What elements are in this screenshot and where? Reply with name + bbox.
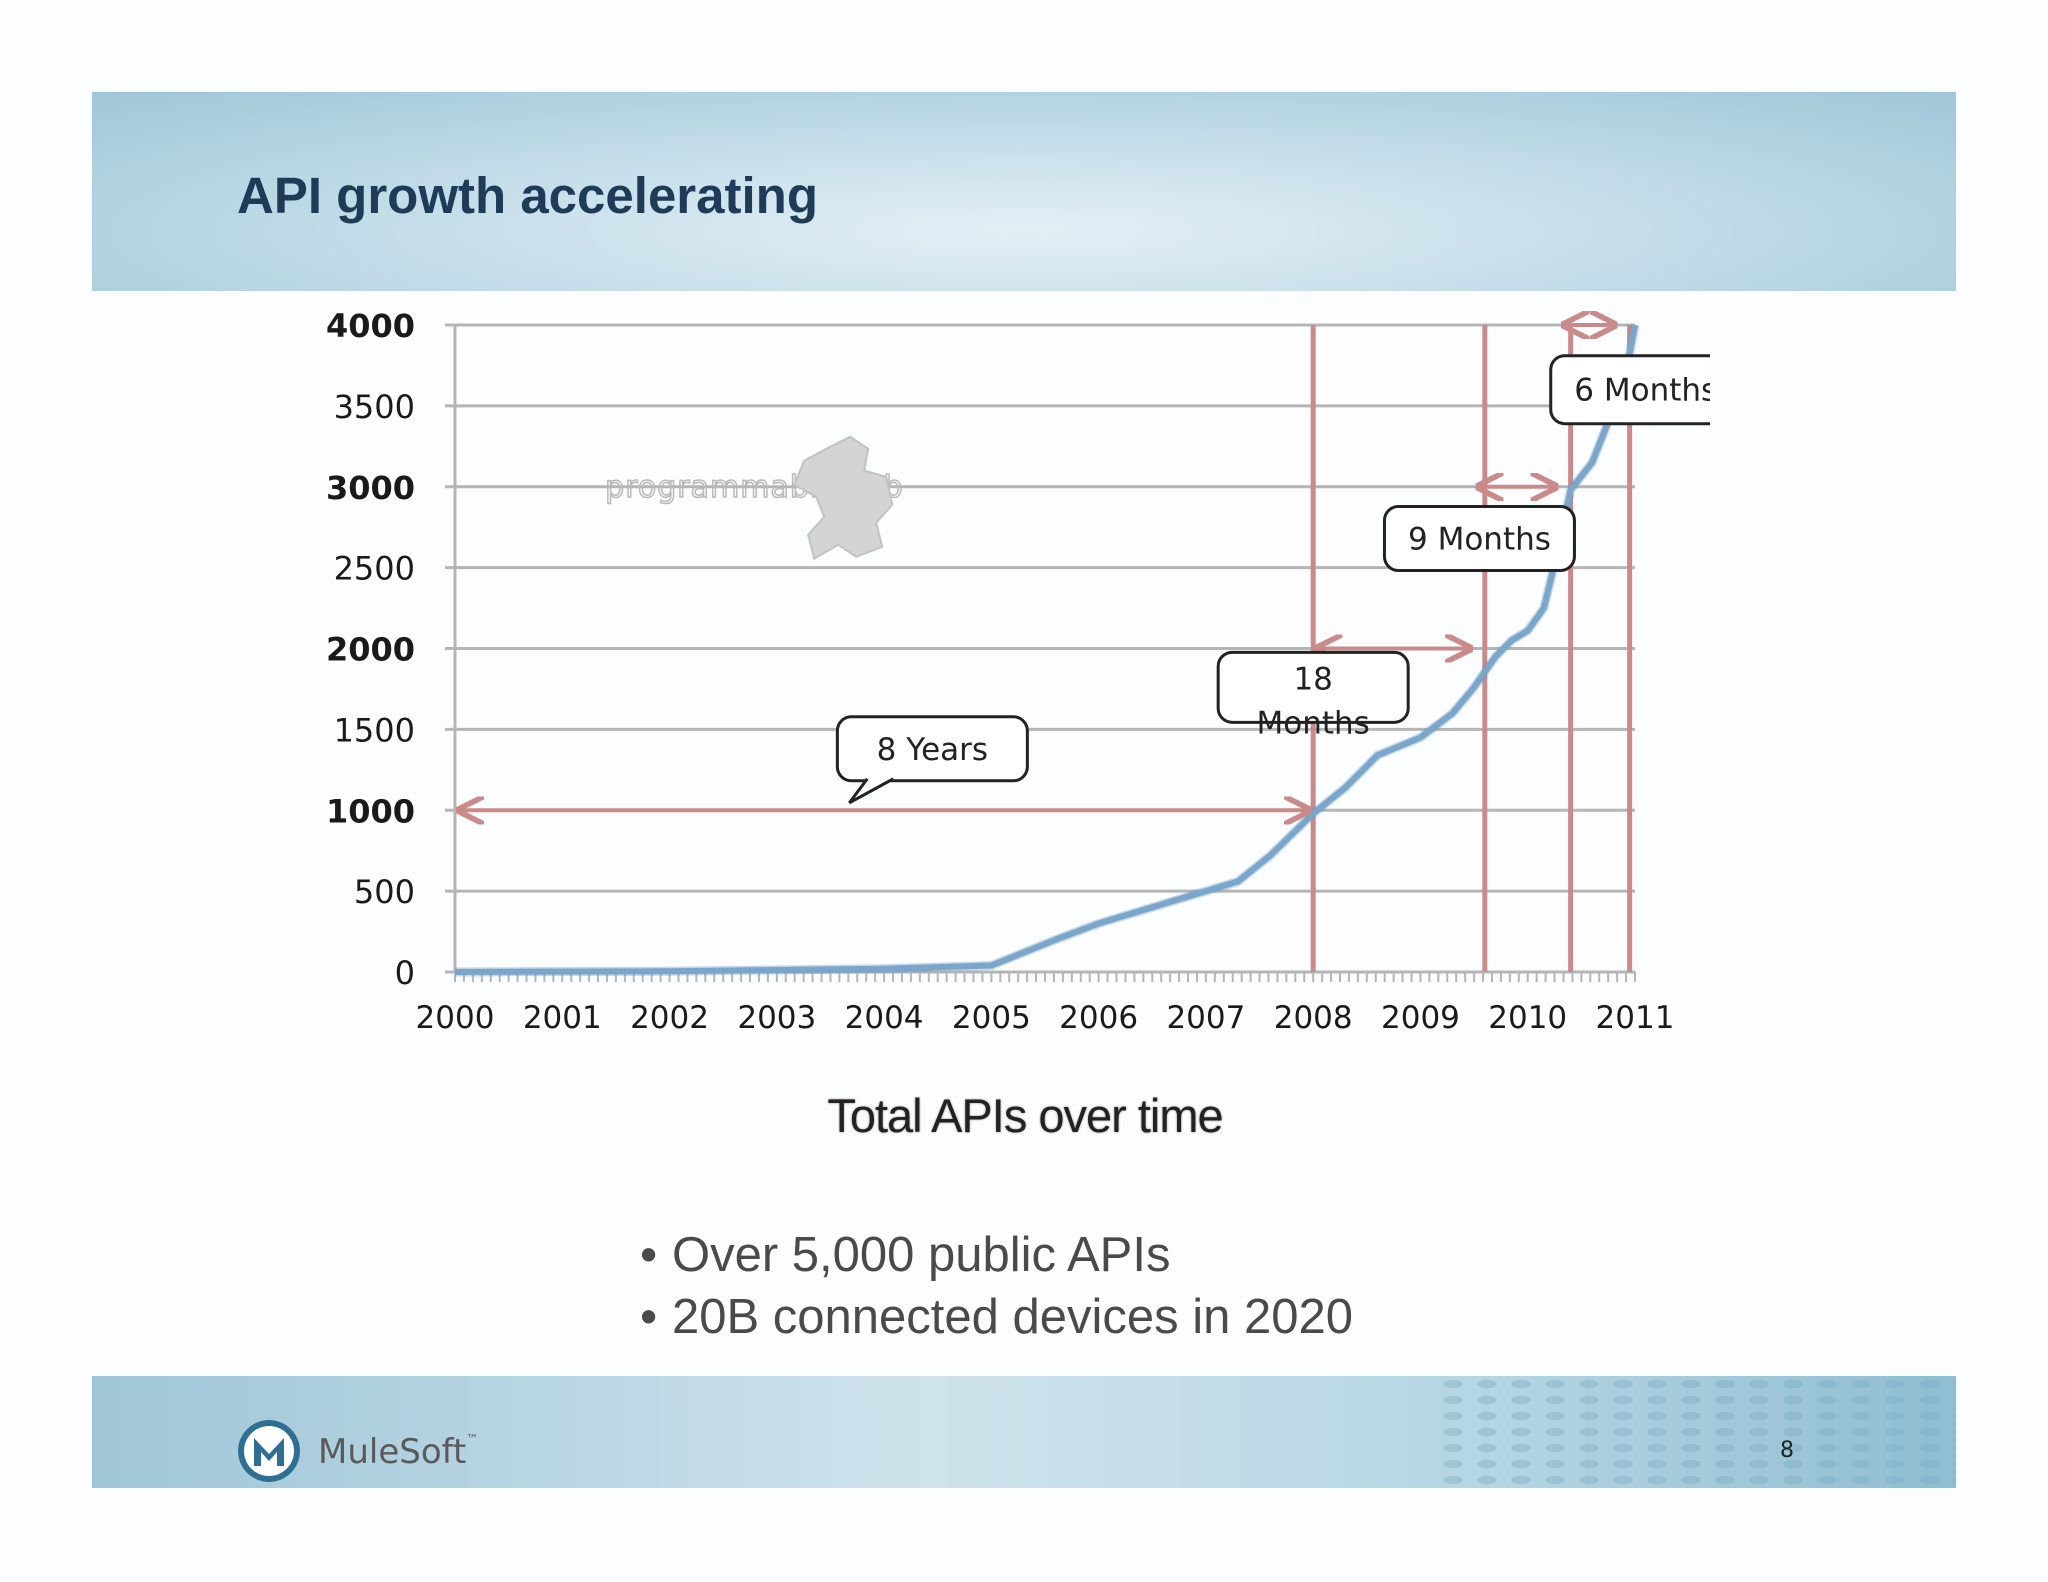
slide-title: API growth accelerating [237,167,818,224]
y-tick-label: 2500 [334,550,415,588]
bullet-item: • Over 5,000 public APIs [640,1228,1171,1282]
bullet-text: 20B connected devices in 2020 [672,1290,1354,1344]
x-tick-label: 2000 [416,1000,495,1036]
callout-label: 6 Months [1574,373,1710,409]
bullet-item: • 20B connected devices in 2020 [640,1290,1354,1344]
callout-label: 18 [1293,661,1332,697]
y-tick-label: 3000 [326,469,415,507]
callout-box [1549,354,1710,426]
chart-caption: Total APIs over time [827,1089,1223,1142]
callout-box [1382,505,1576,573]
puzzle-icon [792,435,894,561]
y-tick-label: 500 [354,873,415,911]
y-tick-label: 4000 [326,307,415,345]
y-tick-label: 0 [395,954,415,992]
x-tick-label: 2008 [1274,1000,1353,1036]
footer-band [92,1376,1956,1488]
y-tick-label: 2000 [326,631,415,669]
header-band [92,92,1956,291]
x-tick-label: 2009 [1381,1000,1460,1036]
x-tick-label: 2003 [737,1000,816,1036]
x-tick-label: 2002 [630,1000,709,1036]
page-number: 8 [1780,1438,1794,1463]
y-tick-label: 1500 [334,711,415,749]
x-tick-label: 2001 [523,1000,602,1036]
x-tick-label: 2007 [1166,1000,1245,1036]
y-tick-label: 3500 [334,388,415,426]
x-tick-label: 2004 [845,1000,924,1036]
x-tick-label: 2005 [952,1000,1031,1036]
mulesoft-logo-icon [238,1420,300,1482]
callout-box [835,715,1029,783]
api-growth-chart: 0 500 1000 1500 2000 2500 3000 3500 4000 2000 2001… [326,307,1710,1036]
bullet-text: Over 5,000 public APIs [672,1228,1171,1282]
x-tick-label: 2010 [1488,1000,1567,1036]
y-tick-label: 1000 [326,792,415,830]
x-tick-label: 2006 [1059,1000,1138,1036]
callout-box [1216,650,1410,724]
logo-text: MuleSoft™ [318,1432,479,1472]
x-tick-label: 2011 [1596,1000,1675,1036]
callout-label: 8 Years [877,732,988,768]
callout-label: 9 Months [1408,522,1551,558]
callout-label: Months [1257,705,1370,741]
bullet-list: • Over 5,000 public APIs • 20B connected d… [640,1224,1353,1348]
callout-tail [848,777,895,805]
